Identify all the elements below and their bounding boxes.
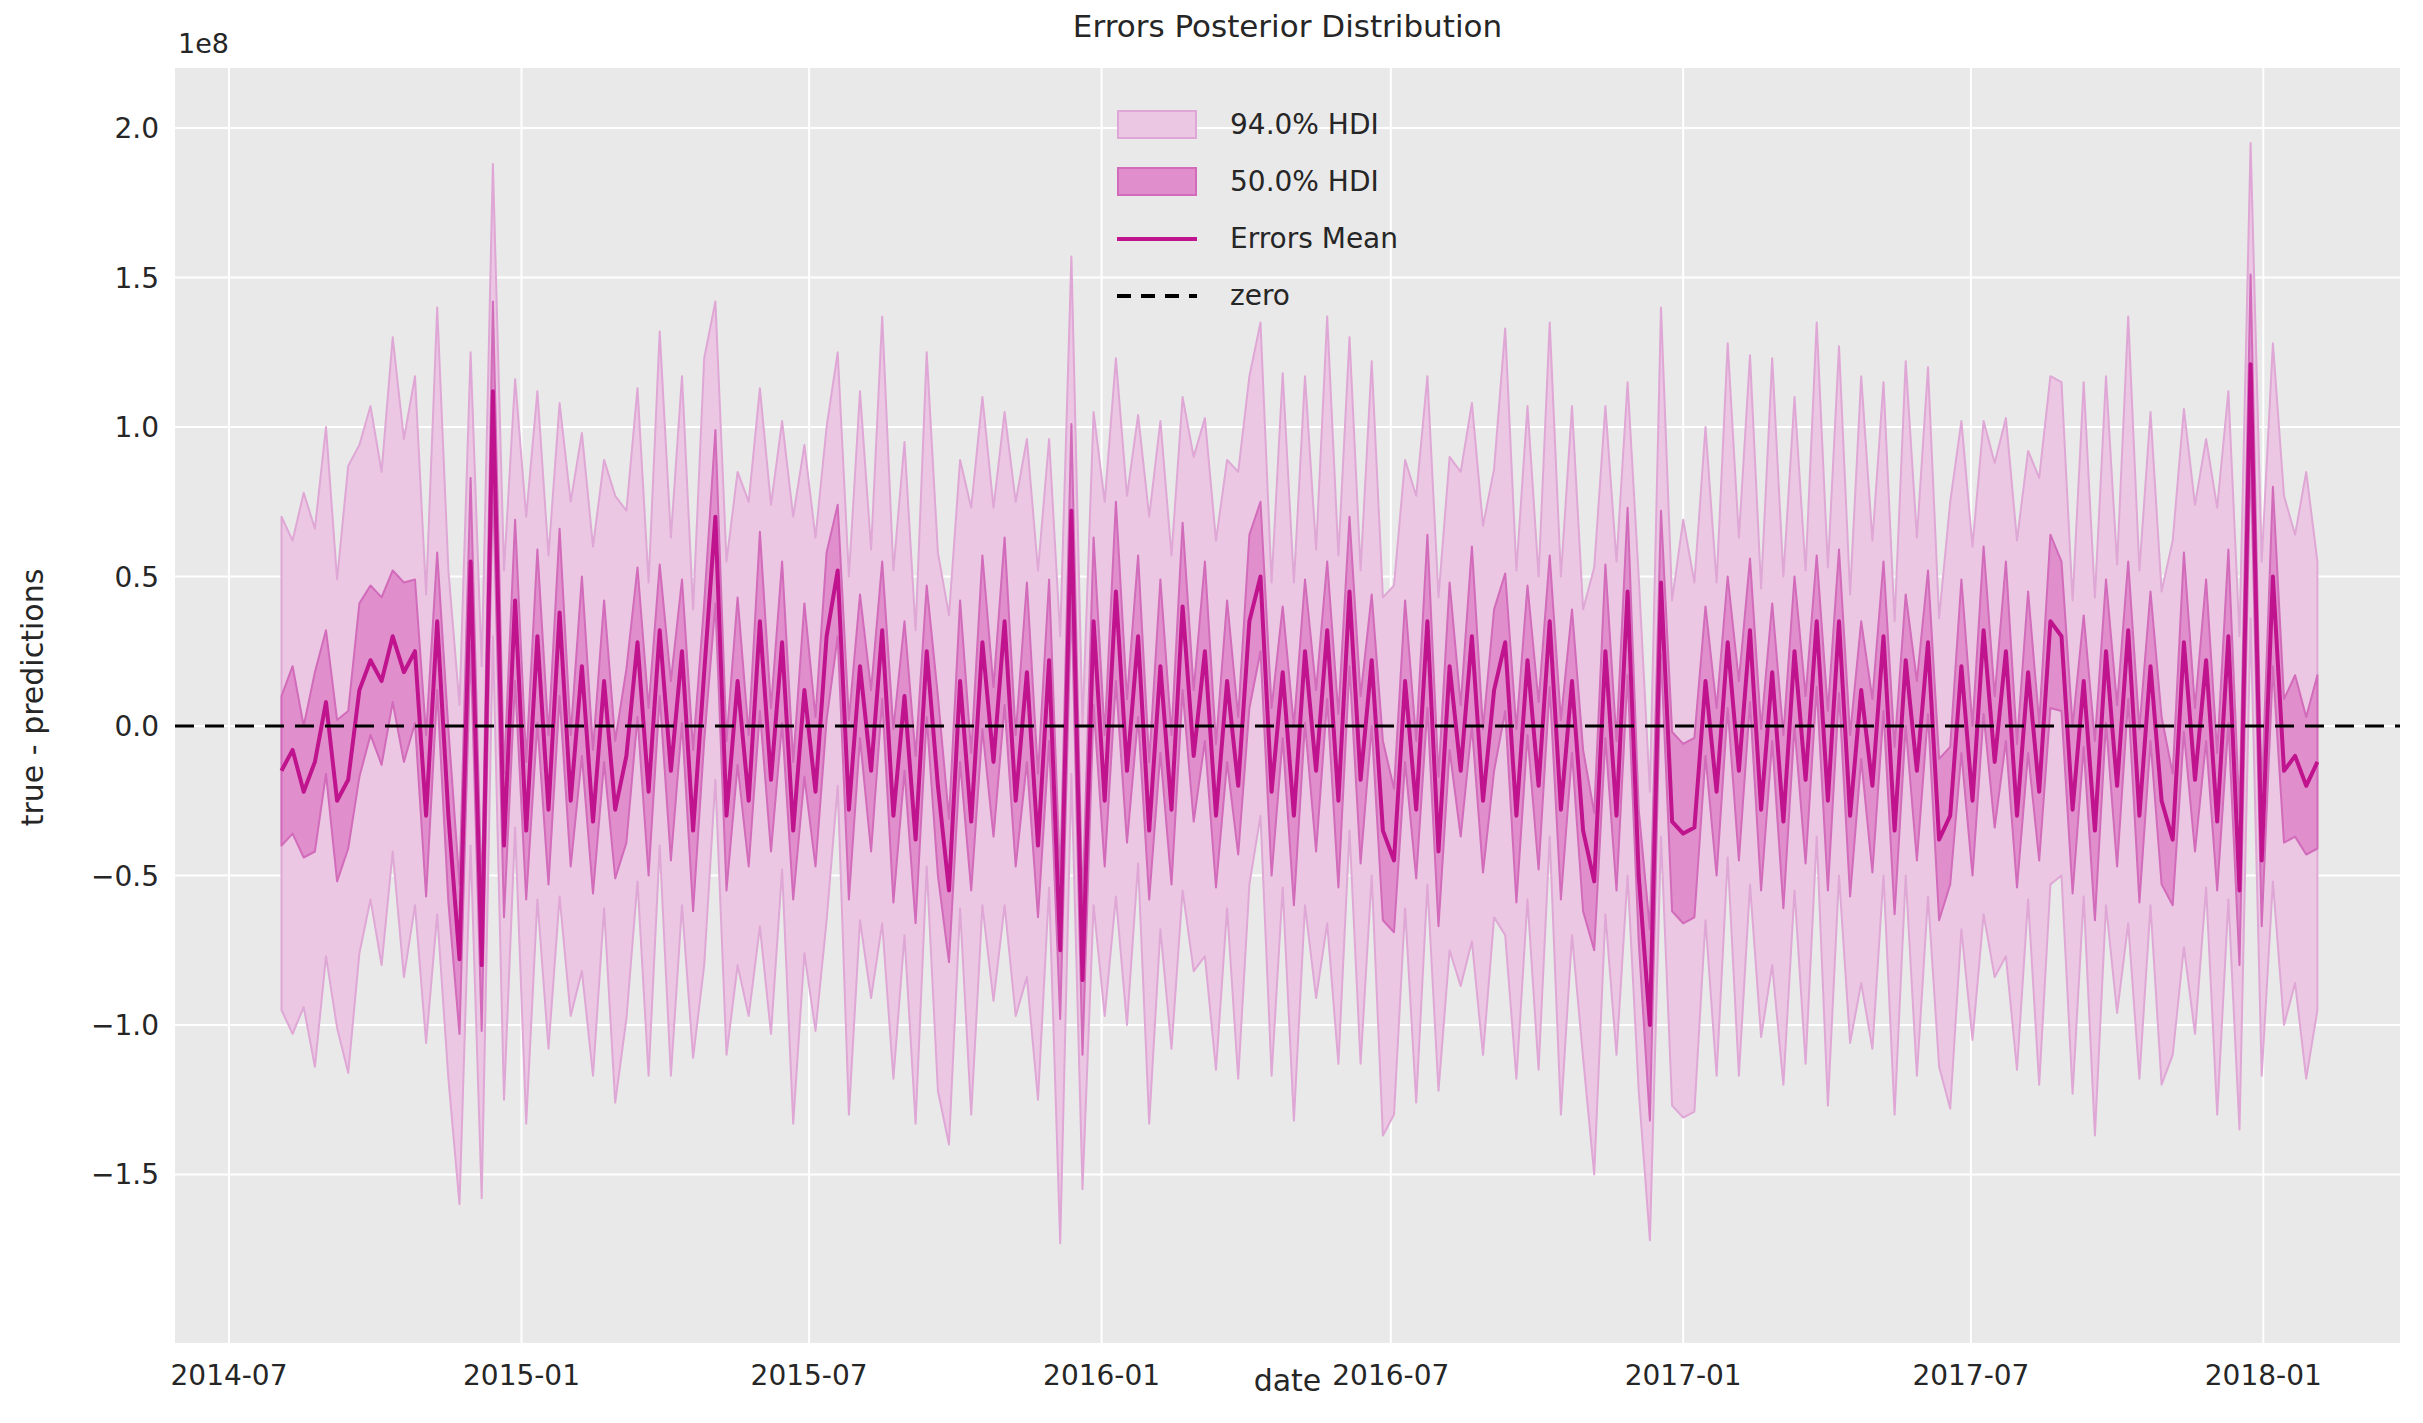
chart-title: Errors Posterior Distribution	[175, 8, 2400, 44]
legend-item-errors-mean: Errors Mean	[1117, 210, 1398, 267]
mean-line-swatch-icon	[1117, 237, 1197, 241]
y-tick-labels: 2.0 1.5 1.0 0.5 0.0 −0.5 −1.0 −1.5	[91, 112, 159, 1191]
y-tick-label: 0.5	[114, 561, 159, 594]
hdi94-swatch-icon	[1117, 110, 1197, 139]
zero-line-swatch-icon	[1117, 294, 1197, 298]
hdi50-swatch-icon	[1117, 167, 1197, 196]
y-axis-label: true - predictions	[15, 508, 50, 888]
y-tick-label: 1.0	[114, 411, 159, 444]
y-tick-label: −1.0	[91, 1009, 159, 1042]
legend-label: 94.0% HDI	[1230, 108, 1379, 141]
legend-label: Errors Mean	[1230, 222, 1398, 255]
y-tick-label: −1.5	[91, 1158, 159, 1191]
y-tick-label: −0.5	[91, 860, 159, 893]
x-axis-label: date	[175, 1363, 2400, 1398]
y-tick-label: 2.0	[114, 112, 159, 145]
legend-label: zero	[1230, 279, 1290, 312]
y-axis-offset-text: 1e8	[178, 28, 229, 59]
figure: Errors Posterior Distribution 1e8 true -…	[0, 0, 2423, 1423]
y-tick-label: 0.0	[114, 710, 159, 743]
legend-item-hdi50: 50.0% HDI	[1117, 153, 1398, 210]
legend: 94.0% HDI 50.0% HDI Errors Mean zero	[1117, 96, 1398, 324]
y-tick-label: 1.5	[114, 262, 159, 295]
legend-item-hdi94: 94.0% HDI	[1117, 96, 1398, 153]
legend-item-zero: zero	[1117, 267, 1398, 324]
legend-label: 50.0% HDI	[1230, 165, 1379, 198]
